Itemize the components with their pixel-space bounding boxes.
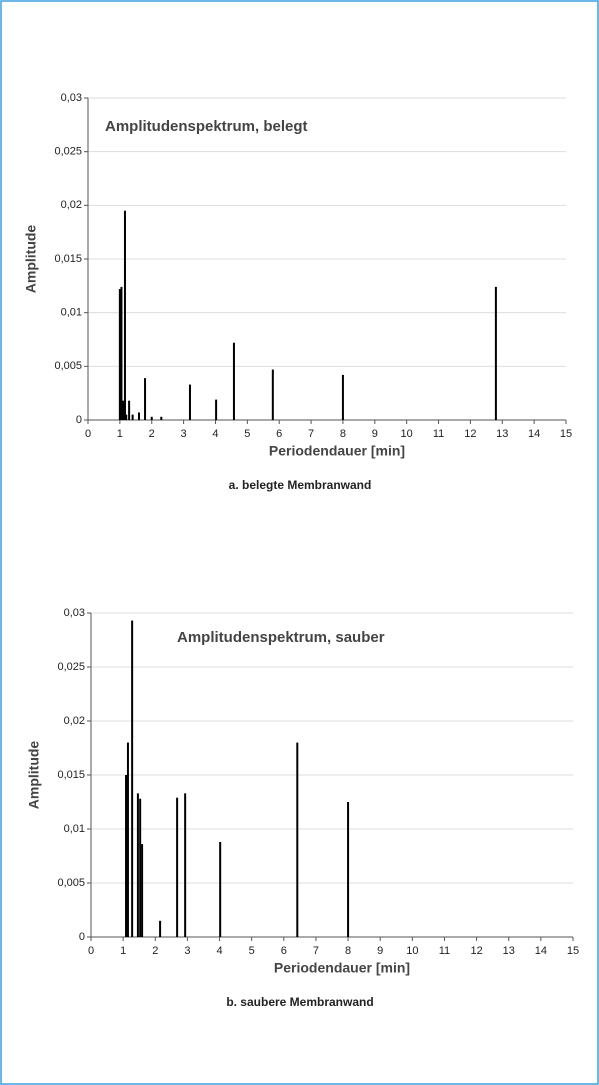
- x-tick-label: 11: [439, 945, 450, 957]
- bar: [118, 289, 121, 420]
- bar: [219, 841, 222, 937]
- y-tick-label: 0,01: [61, 307, 82, 319]
- x-tick-label: 8: [345, 945, 351, 957]
- bar: [123, 210, 126, 420]
- bar: [232, 342, 235, 420]
- x-tick-label: 13: [503, 945, 515, 957]
- x-tick-label: 14: [528, 428, 540, 440]
- x-tick-label: 3: [184, 945, 190, 957]
- x-tick-label: 0: [85, 428, 91, 440]
- y-tick-label: 0: [76, 414, 82, 426]
- x-tick-label: 6: [281, 945, 287, 957]
- bar: [494, 286, 497, 420]
- caption: b. saubere Membranwand: [226, 995, 373, 1009]
- x-tick-label: 0: [88, 945, 94, 957]
- x-tick-label: 14: [535, 945, 547, 957]
- x-tick-label: 4: [212, 428, 218, 440]
- bar: [296, 742, 299, 937]
- bar: [141, 844, 144, 937]
- bar: [131, 414, 134, 420]
- bar: [150, 416, 153, 420]
- bar: [188, 384, 191, 420]
- bar: [131, 620, 134, 937]
- y-tick-label: 0,015: [57, 769, 85, 781]
- x-tick-label: 7: [313, 945, 319, 957]
- bar: [144, 378, 147, 420]
- bar: [184, 793, 187, 937]
- y-tick-label: 0,03: [61, 92, 82, 104]
- x-tick-label: 1: [120, 945, 126, 957]
- x-tick-label: 12: [470, 945, 482, 957]
- plot-title: Amplitudenspektrum, belegt: [105, 118, 308, 135]
- y-tick-label: 0,025: [57, 661, 85, 673]
- bar: [122, 400, 125, 420]
- x-tick-label: 3: [181, 428, 187, 440]
- bar: [137, 412, 140, 420]
- x-tick-label: 15: [567, 945, 579, 957]
- bar: [126, 742, 129, 937]
- x-tick-label: 2: [149, 428, 155, 440]
- x-tick-label: 10: [401, 428, 413, 440]
- x-tick-label: 9: [372, 428, 378, 440]
- bar: [125, 775, 128, 937]
- bar: [347, 802, 350, 937]
- y-tick-label: 0: [79, 931, 85, 943]
- x-axis-title: Periodendauer [min]: [269, 443, 405, 459]
- bar: [215, 399, 218, 420]
- y-tick-label: 0,02: [64, 715, 85, 727]
- y-tick-label: 0,025: [54, 146, 82, 158]
- x-tick-label: 6: [276, 428, 282, 440]
- x-tick-label: 2: [152, 945, 158, 957]
- y-tick-label: 0,005: [54, 360, 82, 372]
- x-tick-label: 11: [433, 428, 444, 440]
- bar: [125, 414, 128, 420]
- y-axis-title: Amplitude: [26, 741, 42, 810]
- bar: [159, 920, 162, 937]
- x-tick-label: 15: [560, 428, 572, 440]
- x-tick-label: 5: [244, 428, 250, 440]
- bar: [139, 798, 142, 937]
- bar: [128, 400, 131, 420]
- x-tick-label: 8: [340, 428, 346, 440]
- y-axis-title: Amplitude: [23, 225, 39, 294]
- bar: [136, 793, 139, 937]
- x-axis-title: Periodendauer [min]: [274, 960, 410, 976]
- y-tick-label: 0,015: [54, 253, 82, 265]
- y-tick-label: 0,01: [64, 823, 85, 835]
- x-tick-label: 13: [496, 428, 508, 440]
- x-tick-label: 1: [117, 428, 123, 440]
- bar: [271, 369, 274, 420]
- bar: [176, 797, 179, 937]
- y-tick-label: 0,02: [61, 199, 82, 211]
- x-tick-label: 7: [308, 428, 314, 440]
- y-tick-label: 0,005: [57, 877, 85, 889]
- bar: [120, 286, 123, 420]
- bar: [160, 416, 163, 420]
- caption: a. belegte Membranwand: [229, 478, 372, 492]
- x-tick-label: 9: [377, 945, 383, 957]
- x-tick-label: 12: [464, 428, 476, 440]
- y-tick-label: 0,03: [64, 607, 85, 619]
- plot-title: Amplitudenspektrum, sauber: [177, 629, 385, 646]
- x-tick-label: 4: [216, 945, 222, 957]
- bar: [341, 374, 344, 420]
- x-tick-label: 5: [249, 945, 255, 957]
- x-tick-label: 10: [406, 945, 418, 957]
